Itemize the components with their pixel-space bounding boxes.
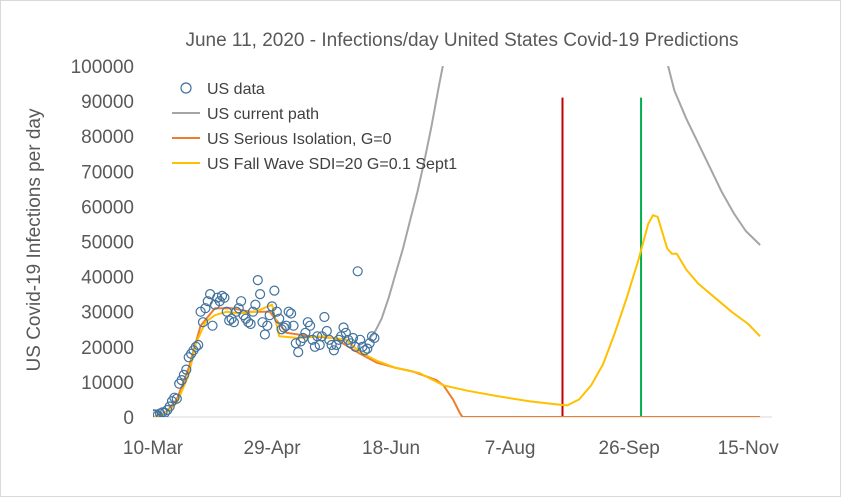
y-tick-label: 40000 <box>81 268 134 289</box>
y-axis-label: US Covid-19 Infections per day <box>24 108 45 371</box>
data-point <box>271 306 282 317</box>
data-point <box>200 303 211 314</box>
y-tick-label: 100000 <box>71 57 134 78</box>
legend: US data US current path US Serious Isolati… <box>172 81 457 173</box>
data-point <box>297 332 309 344</box>
data-point <box>278 322 289 333</box>
data-point <box>293 347 304 358</box>
series-line <box>667 66 761 246</box>
data-point <box>331 339 342 351</box>
x-tick-label: 15-Nov <box>718 438 780 459</box>
y-axis-ticks: 0 10000 20000 30000 40000 50000 60000 70000 8000… <box>71 57 134 429</box>
data-point <box>171 393 182 404</box>
data-point <box>252 275 263 286</box>
plot-area <box>153 66 761 417</box>
series-line <box>153 214 761 417</box>
y-tick-label: 0 <box>123 408 134 429</box>
x-tick-label: 29-Apr <box>244 438 302 459</box>
legend-label: US current path <box>207 106 319 123</box>
data-point <box>355 334 366 345</box>
data-point <box>216 290 228 301</box>
data-point <box>366 331 378 342</box>
data-point <box>262 320 273 331</box>
x-tick-label: 26-Sep <box>599 438 660 459</box>
data-point <box>269 285 280 296</box>
y-tick-label: 50000 <box>81 233 134 254</box>
data-point <box>243 317 254 328</box>
data-point <box>283 306 294 317</box>
legend-marker <box>180 82 192 94</box>
data-point <box>321 325 332 337</box>
data-point <box>338 322 349 333</box>
data-point <box>153 409 159 417</box>
data-point <box>233 303 244 314</box>
data-point <box>300 327 311 338</box>
data-point <box>288 320 299 331</box>
y-tick-label: 90000 <box>81 92 134 113</box>
chart-title: June 11, 2020 - Infections/day United St… <box>185 30 738 51</box>
data-point <box>255 289 266 300</box>
data-point <box>359 345 370 356</box>
data-point <box>245 318 256 330</box>
x-tick-label: 10-Mar <box>123 438 184 459</box>
y-tick-label: 10000 <box>81 373 134 394</box>
data-point <box>190 341 201 352</box>
y-tick-label: 80000 <box>81 127 134 148</box>
data-point <box>164 401 175 412</box>
data-point <box>219 292 230 303</box>
data-point <box>236 296 247 307</box>
data-point <box>309 341 320 352</box>
data-point <box>153 409 161 417</box>
data-point <box>259 329 270 340</box>
x-axis-ticks: 10-Mar 29-Apr 18-Jun 7-Aug 26-Sep 15-Nov <box>123 438 779 459</box>
y-tick-label: 30000 <box>81 303 134 324</box>
data-point <box>176 375 187 386</box>
data-point <box>305 320 316 331</box>
data-point <box>159 407 170 417</box>
legend-label: US Fall Wave SDI=20 G=0.1 Sept1 <box>207 156 457 173</box>
data-point <box>369 332 380 344</box>
x-tick-label: 7-Aug <box>485 438 536 459</box>
data-point <box>250 299 261 310</box>
legend-label: US Serious Isolation, G=0 <box>207 131 392 148</box>
data-point <box>224 315 235 326</box>
data-point <box>247 306 259 317</box>
data-point <box>319 311 330 323</box>
y-tick-label: 70000 <box>81 162 134 183</box>
series-line <box>368 66 444 339</box>
legend-label: US data <box>207 81 265 98</box>
data-point <box>352 266 363 277</box>
x-tick-label: 18-Jun <box>362 438 420 459</box>
data-point <box>274 313 285 324</box>
data-point <box>178 369 189 380</box>
data-point <box>326 339 337 351</box>
data-point <box>281 320 292 331</box>
data-point <box>286 308 297 319</box>
data-point <box>228 317 239 328</box>
y-tick-label: 20000 <box>81 338 134 359</box>
data-point <box>362 343 373 354</box>
data-point <box>328 345 339 356</box>
data-point <box>350 341 361 352</box>
data-point <box>193 339 204 351</box>
data-point <box>207 320 218 331</box>
data-point <box>181 364 192 375</box>
data-point <box>340 327 351 338</box>
data-point <box>197 317 209 328</box>
y-tick-label: 60000 <box>81 197 134 218</box>
